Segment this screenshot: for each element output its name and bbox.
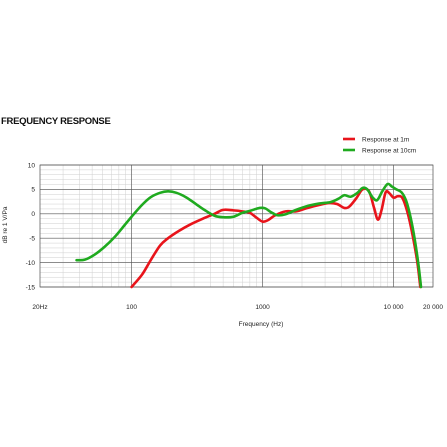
y-tick-label: 0 (31, 211, 35, 218)
chart-title: FREQUENCY RESPONSE (1, 116, 111, 127)
x-tick-label: 20 000 (423, 304, 443, 311)
legend-label: Response at 1m (362, 136, 409, 143)
plot-frame (39, 164, 434, 288)
tick-labels: 10 5 0 -5 -10 -15 20Hz 100 1000 10 000 20 000 (26, 162, 444, 311)
y-tick-label: 10 (28, 162, 36, 169)
series-line-response-1m (130, 187, 422, 289)
series-line-response-10cm (75, 182, 423, 289)
x-axis-label: Frequency (Hz) (239, 321, 284, 328)
y-tick-label: -15 (26, 284, 36, 291)
x-tick-label: 1000 (255, 304, 270, 311)
x-tick-label: 100 (126, 304, 137, 311)
x-tick-label: 20Hz (32, 304, 47, 311)
y-tick-label: -10 (26, 260, 36, 267)
legend-label: Response at 10cm (362, 147, 416, 154)
y-tick-label: -5 (29, 236, 35, 243)
x-tick-label: 10 000 (384, 304, 404, 311)
y-tick-label: 5 (31, 187, 35, 194)
grid (39, 164, 434, 288)
series-lines (75, 182, 423, 289)
legend: Response at 1m Response at 10cm (343, 136, 416, 154)
y-axis-label: dB re 1 V/Pa (2, 206, 9, 243)
